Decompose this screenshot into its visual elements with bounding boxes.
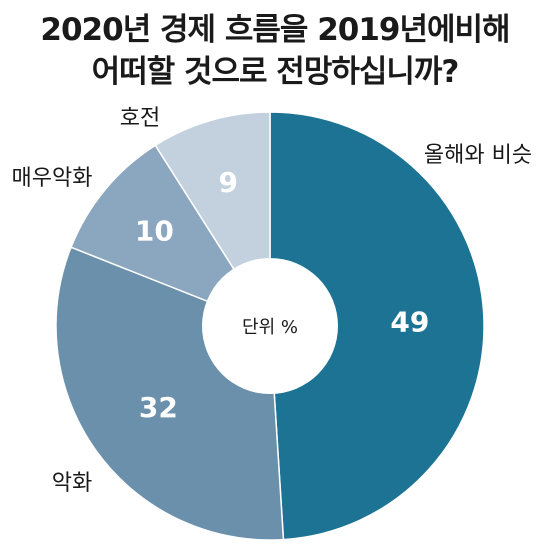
chart-subtitle: 어떠할 것으로 전망하십니까? [91,54,460,90]
slice-value-label: 10 [135,214,174,247]
slice-category-label: 호전 [120,106,160,131]
slice-value-label: 32 [139,391,178,424]
donut-hole [202,258,338,394]
chart-title: 2020년 경제 흐름을 2019년에비해 [40,12,510,48]
unit-label: 단위 % [242,317,298,338]
slice-category-label: 올해와 비슷 [424,143,532,168]
slice-value-label: 9 [218,166,237,199]
slice-category-label: 매우악화 [12,166,93,191]
pie-slice [269,111,485,541]
slice-category-label: 악화 [52,471,92,496]
slice-value-label: 49 [390,306,429,339]
